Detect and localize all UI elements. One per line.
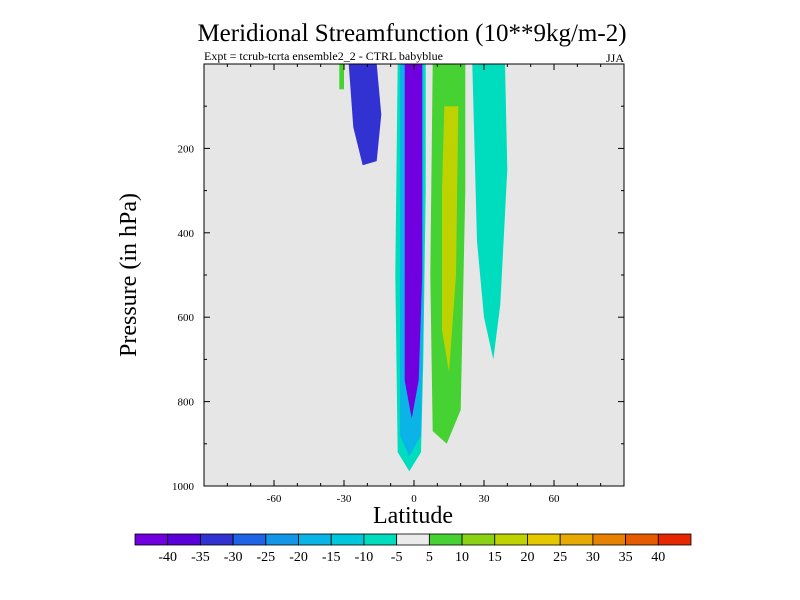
colorbar-label: 25 (553, 550, 567, 565)
x-tick-label: -30 (337, 493, 352, 505)
colorbar-swatch (265, 533, 299, 546)
colorbar-swatch (428, 533, 463, 546)
x-axis-label: Latitude (373, 503, 453, 529)
y-axis-label: Pressure (in hPa) (116, 193, 142, 357)
colorbar-swatch (527, 533, 561, 546)
chart-subtitle-left: Expt = tcrub-tcrta ensemble2_2 - CTRL ba… (204, 49, 443, 63)
colorbar-label: -5 (391, 550, 403, 565)
colorbar-label: -40 (158, 550, 177, 565)
x-tick-label: -60 (267, 493, 282, 505)
colorbar-label: -15 (322, 550, 341, 565)
colorbar-label: 10 (455, 550, 469, 565)
contour-pos-cell-outer (472, 64, 508, 360)
x-tick-label: 0 (411, 493, 417, 505)
contour-pos-cell-core (442, 106, 459, 373)
colorbar-swatch (200, 533, 234, 546)
contour-neg-cell-upper (348, 64, 382, 166)
colorbar-swatch (232, 533, 267, 546)
colorbar-swatch (167, 533, 201, 546)
colorbar-swatch (625, 533, 659, 546)
colorbar-label: -35 (191, 550, 210, 565)
colorbar-swatch (396, 533, 430, 546)
chart-subtitle-right: JJA (606, 51, 624, 65)
colorbar-swatch (461, 533, 496, 546)
colorbar-swatch (330, 533, 365, 546)
colorbar-label: 20 (520, 550, 534, 565)
x-tick-label: 30 (479, 493, 491, 505)
y-tick-label: 400 (178, 228, 195, 240)
y-axis: 200 400 600 800 1000 (172, 105, 624, 493)
colorbar-swatch (134, 533, 169, 546)
y-tick-label: 800 (178, 397, 195, 409)
colorbar-swatch (657, 533, 692, 546)
colorbar-label: 5 (426, 550, 433, 565)
colorbar-label: -25 (256, 550, 275, 565)
colorbar-label: 35 (619, 550, 633, 565)
chart-title: Meridional Streamfunction (10**9kg/m-2) (197, 20, 626, 47)
y-tick-label: 600 (178, 312, 195, 324)
y-tick-label: 1000 (172, 481, 195, 493)
contour-small-green (339, 64, 344, 90)
colorbar-swatch (559, 533, 594, 546)
colorbar-label: -30 (224, 550, 243, 565)
colorbar-label: 30 (586, 550, 600, 565)
x-axis: -60 -30 0 30 60 (226, 64, 602, 505)
colorbar: -40 -35 -30 -25 -20 -15 -10 -5 5 10 15 20 25 30 35 40 (134, 533, 692, 565)
colorbar-label: 40 (651, 550, 665, 565)
colorbar-label: -20 (289, 550, 308, 565)
colorbar-swatch (363, 533, 398, 546)
y-tick-label: 200 (178, 143, 195, 155)
colorbar-swatch (298, 533, 332, 546)
colorbar-label: 15 (488, 550, 502, 565)
contour-neg-cell-tropics-core (404, 64, 423, 419)
colorbar-label: -10 (355, 550, 374, 565)
plot-area (203, 63, 625, 487)
colorbar-swatch (494, 533, 528, 546)
x-tick-label: 60 (549, 493, 561, 505)
colorbar-swatch (592, 533, 626, 546)
